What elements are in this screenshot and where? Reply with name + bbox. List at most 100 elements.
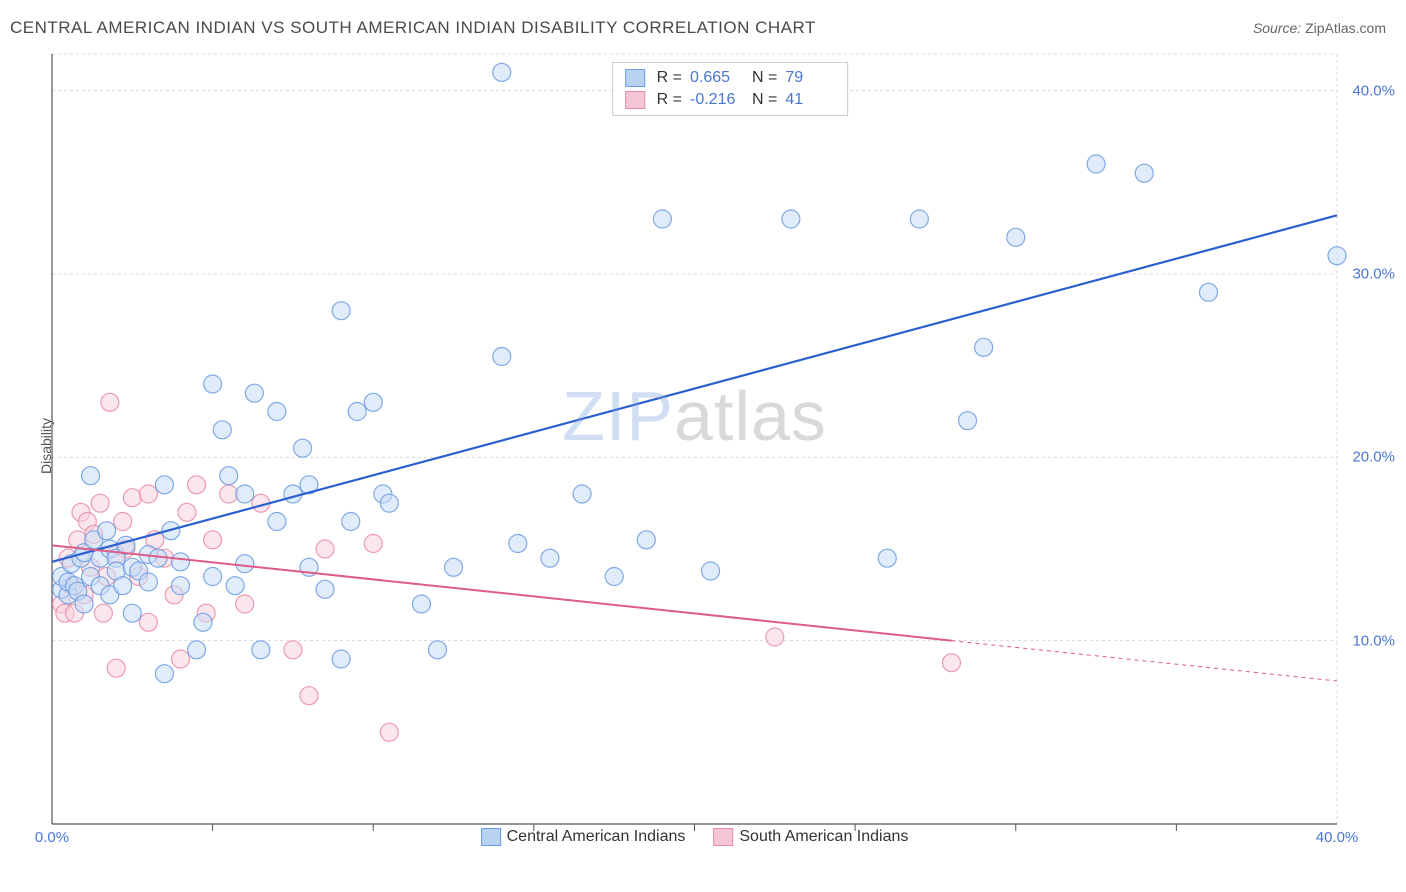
central-point — [316, 580, 334, 598]
y-tick-label: 20.0% — [1352, 449, 1395, 466]
central-point — [1135, 164, 1153, 182]
south-point — [766, 628, 784, 646]
source-attribution: Source: ZipAtlas.com — [1253, 20, 1386, 36]
south-swatch-icon — [625, 91, 645, 109]
r-value: -0.216 — [690, 91, 740, 109]
south-trendline — [52, 545, 952, 640]
y-tick-label: 10.0% — [1352, 632, 1395, 649]
central-point — [220, 467, 238, 485]
scatter-chart-svg — [52, 54, 1337, 824]
central-point — [493, 348, 511, 366]
south-point — [94, 604, 112, 622]
central-point — [172, 553, 190, 571]
central-point — [412, 595, 430, 613]
central-point — [348, 403, 366, 421]
central-point — [98, 522, 116, 540]
central-point — [268, 513, 286, 531]
legend-row-central: R =0.665N =79 — [625, 67, 836, 89]
south-point — [101, 393, 119, 411]
legend-item-central: Central American Indians — [481, 828, 686, 846]
source-label: Source: — [1253, 20, 1301, 36]
n-value: 41 — [785, 91, 835, 109]
central-point — [573, 485, 591, 503]
central-point — [332, 302, 350, 320]
central-point — [380, 494, 398, 512]
central-point — [541, 549, 559, 567]
south-point — [178, 503, 196, 521]
central-point — [188, 641, 206, 659]
south-point — [284, 641, 302, 659]
central-point — [429, 641, 447, 659]
central-point — [653, 210, 671, 228]
south-point — [107, 659, 125, 677]
y-tick-label: 40.0% — [1352, 82, 1395, 99]
r-label: R = — [657, 69, 682, 87]
south-point — [316, 540, 334, 558]
south-point — [188, 476, 206, 494]
central-trendline — [52, 215, 1337, 562]
central-point — [782, 210, 800, 228]
central-point — [509, 535, 527, 553]
south-point — [220, 485, 238, 503]
central-point — [959, 412, 977, 430]
central-point — [155, 476, 173, 494]
south-point — [114, 513, 132, 531]
central-point — [268, 403, 286, 421]
central-point — [213, 421, 231, 439]
central-point — [284, 485, 302, 503]
south-point — [364, 535, 382, 553]
correlation-legend: R = 0.665 N = 79 R = -0.216 N = 41 — [612, 62, 849, 116]
legend-item-south: South American Indians — [713, 828, 908, 846]
x-tick-label: 0.0% — [35, 829, 69, 846]
r-label: R = — [657, 91, 682, 109]
south-point — [91, 494, 109, 512]
legend-label: Central American Indians — [507, 828, 686, 846]
central-point — [236, 555, 254, 573]
central-swatch-icon — [625, 69, 645, 87]
central-point — [637, 531, 655, 549]
central-point — [245, 384, 263, 402]
n-label: N = — [752, 91, 777, 109]
central-point — [226, 577, 244, 595]
central-point — [204, 568, 222, 586]
central-point — [332, 650, 350, 668]
central-point — [364, 393, 382, 411]
chart-plot-area: ZIPatlas R =0.665N =79R =-0.216N =41 Cen… — [52, 54, 1337, 824]
central-point — [605, 568, 623, 586]
south-point — [943, 654, 961, 672]
central-point — [445, 558, 463, 576]
central-point — [139, 573, 157, 591]
central-point — [294, 439, 312, 457]
series-legend: Central American Indians South American I… — [481, 828, 909, 846]
central-swatch-icon — [481, 828, 501, 846]
central-point — [204, 375, 222, 393]
central-point — [114, 577, 132, 595]
central-point — [194, 613, 212, 631]
r-value: 0.665 — [690, 69, 740, 87]
x-tick-label: 40.0% — [1316, 829, 1359, 846]
chart-title: CENTRAL AMERICAN INDIAN VS SOUTH AMERICA… — [10, 18, 816, 38]
central-point — [236, 485, 254, 503]
south-point — [236, 595, 254, 613]
legend-row-south: R = -0.216 N = 41 — [625, 89, 836, 111]
central-point — [82, 467, 100, 485]
source-value: ZipAtlas.com — [1305, 20, 1386, 36]
n-value: 79 — [785, 69, 835, 87]
south-point — [172, 650, 190, 668]
central-point — [1087, 155, 1105, 173]
central-point — [252, 641, 270, 659]
central-point — [878, 549, 896, 567]
central-point — [1007, 228, 1025, 246]
south-point — [123, 489, 141, 507]
south-point — [300, 687, 318, 705]
central-point — [702, 562, 720, 580]
central-point — [172, 577, 190, 595]
south-point — [380, 723, 398, 741]
legend-label: South American Indians — [739, 828, 908, 846]
south-point — [139, 613, 157, 631]
central-point — [493, 63, 511, 81]
y-tick-label: 30.0% — [1352, 266, 1395, 283]
central-point — [342, 513, 360, 531]
central-point — [123, 604, 141, 622]
south-swatch-icon — [713, 828, 733, 846]
